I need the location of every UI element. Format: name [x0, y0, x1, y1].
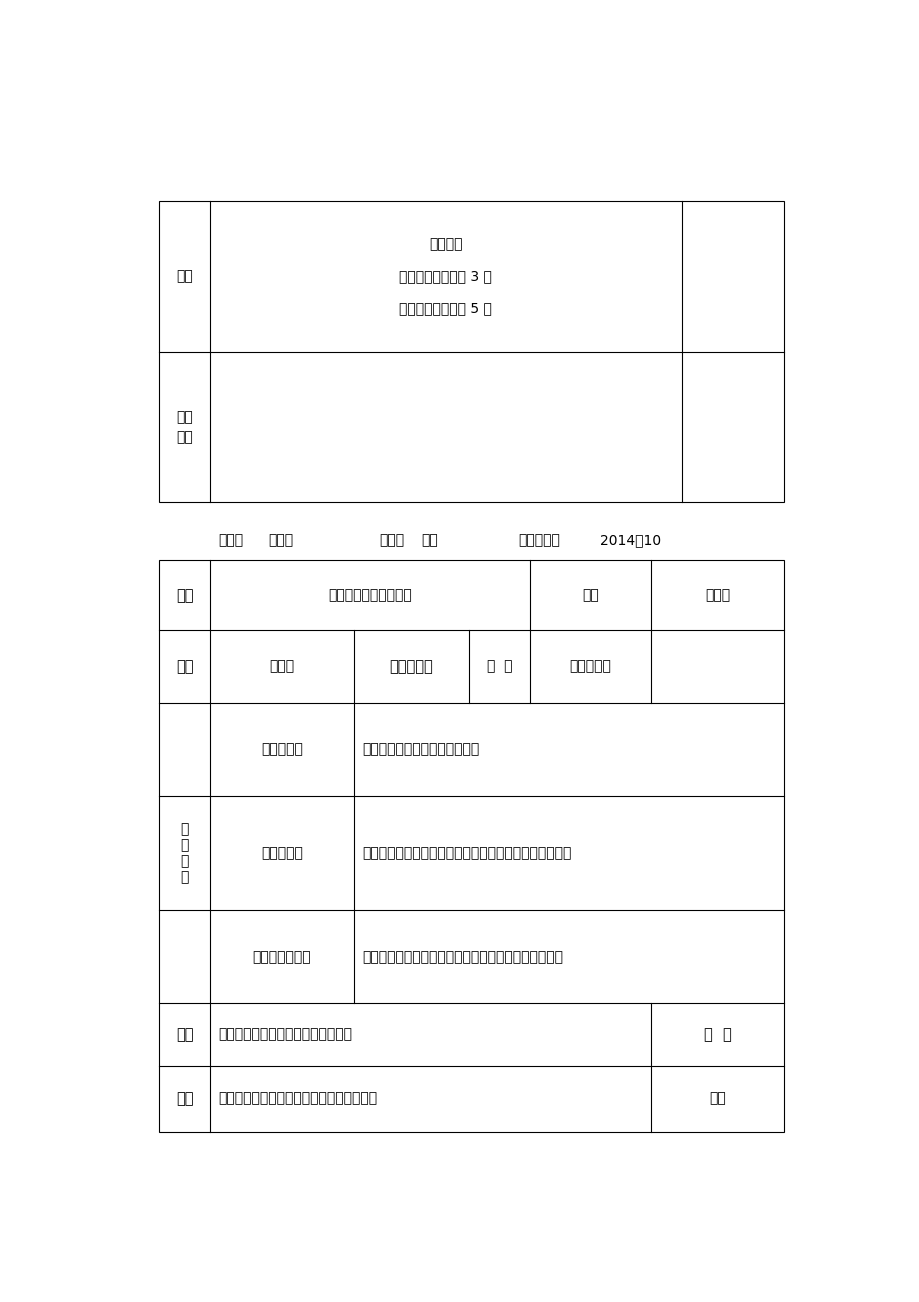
- Text: 能运用倍的知识将问题转化成图形正确解决: 能运用倍的知识将问题转化成图形正确解决: [218, 1091, 377, 1105]
- Text: 课题: 课题: [176, 587, 193, 603]
- Text: 难点: 难点: [176, 1091, 193, 1107]
- Text: 能将情景图中的信息转化成数学问题: 能将情景图中的信息转化成数学问题: [218, 1027, 352, 1042]
- Text: 教
学
目
标: 教 学 目 标: [180, 822, 188, 884]
- Text: 白萝卜是胡萝卜的 5 倍: 白萝卜是胡萝卜的 5 倍: [399, 302, 492, 315]
- Text: 2014．10: 2014．10: [599, 534, 660, 547]
- Text: 授课时间：: 授课时间：: [517, 534, 559, 547]
- Text: 能将图片信息转化成数学问题。: 能将图片信息转化成数学问题。: [362, 742, 479, 756]
- Text: 学生通过画一画、圈一圈解决一个数是另一个数的几倍。: 学生通过画一画、圈一圈解决一个数是另一个数的几倍。: [362, 846, 572, 861]
- Bar: [159, 202, 783, 503]
- Text: 第课时: 第课时: [269, 660, 294, 673]
- Text: 新授课: 新授课: [704, 589, 730, 603]
- Text: 年级：: 年级：: [218, 534, 244, 547]
- Text: 过程与方法: 过程与方法: [261, 846, 302, 861]
- Text: 课时: 课时: [176, 659, 193, 674]
- Text: 在具体情境中运用所学解决问题的方法正确解决问题。: 在具体情境中运用所学解决问题的方法正确解决问题。: [362, 949, 562, 963]
- Text: 反思: 反思: [176, 430, 193, 444]
- Text: 三年级: 三年级: [268, 534, 293, 547]
- Text: 首次备课人: 首次备课人: [390, 659, 433, 674]
- Text: 二次备课人: 二次备课人: [569, 660, 611, 673]
- Text: 数学: 数学: [421, 534, 437, 547]
- Text: 教学: 教学: [176, 410, 193, 424]
- Text: 板书: 板书: [176, 270, 193, 284]
- Text: 倍的认识: 倍的认识: [428, 237, 462, 251]
- Text: 运用倍的知识解决问题: 运用倍的知识解决问题: [328, 589, 412, 603]
- Text: 课件: 课件: [709, 1091, 725, 1105]
- Text: 教  具: 教 具: [703, 1027, 731, 1042]
- Text: 红萝卜是胡萝卜的 3 倍: 红萝卜是胡萝卜的 3 倍: [399, 270, 492, 284]
- Text: 重点: 重点: [176, 1027, 193, 1042]
- Text: 知识与技能: 知识与技能: [261, 742, 302, 756]
- Text: 情感态度价值观: 情感态度价值观: [252, 949, 311, 963]
- Bar: [159, 560, 783, 1131]
- Text: 课型: 课型: [582, 589, 598, 603]
- Text: 郑  涌: 郑 涌: [486, 660, 512, 673]
- Text: 学科：: 学科：: [379, 534, 403, 547]
